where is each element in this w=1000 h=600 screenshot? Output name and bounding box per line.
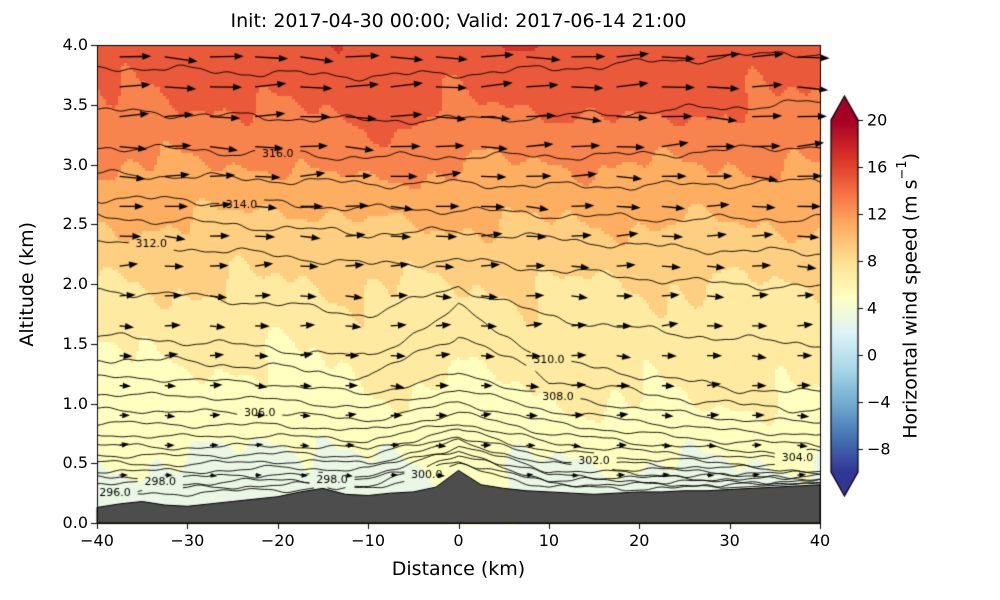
y-tick-label: 2.5 — [62, 214, 88, 234]
colorbar-tick-label: 16 — [867, 157, 888, 177]
colorbar-tick-label: −4 — [867, 392, 891, 412]
x-tick-label: −40 — [80, 531, 114, 550]
y-tick-label: 1.0 — [62, 393, 88, 413]
x-axis-label: Distance (km) — [391, 558, 526, 580]
y-tick-label: 0.5 — [62, 453, 88, 473]
chart-title: Init: 2017-04-30 00:00; Valid: 2017-06-1… — [230, 10, 687, 32]
x-tick-label: 20 — [629, 531, 650, 550]
x-tick-label: −30 — [170, 531, 205, 550]
colorbar-tick-label: 4 — [867, 298, 878, 318]
y-tick-label: 1.5 — [62, 333, 88, 353]
colorbar-tick-label: 8 — [867, 251, 878, 271]
x-tick-label: 40 — [809, 531, 831, 550]
colorbar-label: Horizontal wind speed (m s−1) — [895, 153, 921, 439]
x-tick-label: 10 — [538, 531, 560, 550]
x-tick-label: 0 — [453, 531, 464, 550]
colorbar-tick-label: 0 — [867, 345, 878, 365]
colorbar-tick-label: 12 — [867, 204, 888, 224]
y-tick-label: 3.0 — [62, 154, 88, 174]
colorbar-label-close: ) — [899, 153, 922, 161]
colorbar-label-superscript: −1 — [894, 160, 910, 180]
x-tick-label: −20 — [260, 531, 295, 550]
x-tick-label: −10 — [351, 531, 386, 550]
x-tick-label: 30 — [719, 531, 740, 550]
y-tick-label: 0.0 — [62, 513, 88, 533]
y-tick-label: 4.0 — [62, 35, 88, 55]
colorbar-label-text: Horizontal wind speed (m s — [899, 179, 922, 439]
y-axis-label-box: Altitude (km) — [14, 45, 40, 523]
y-axis-label: Altitude (km) — [16, 221, 38, 347]
y-tick-label: 3.5 — [62, 94, 88, 114]
colorbar-tick-label: −8 — [867, 439, 891, 459]
colorbar-tick-label: 20 — [867, 110, 888, 130]
colorbar-label-box: Horizontal wind speed (m s−1) — [893, 90, 923, 502]
y-tick-label: 2.0 — [62, 274, 88, 294]
